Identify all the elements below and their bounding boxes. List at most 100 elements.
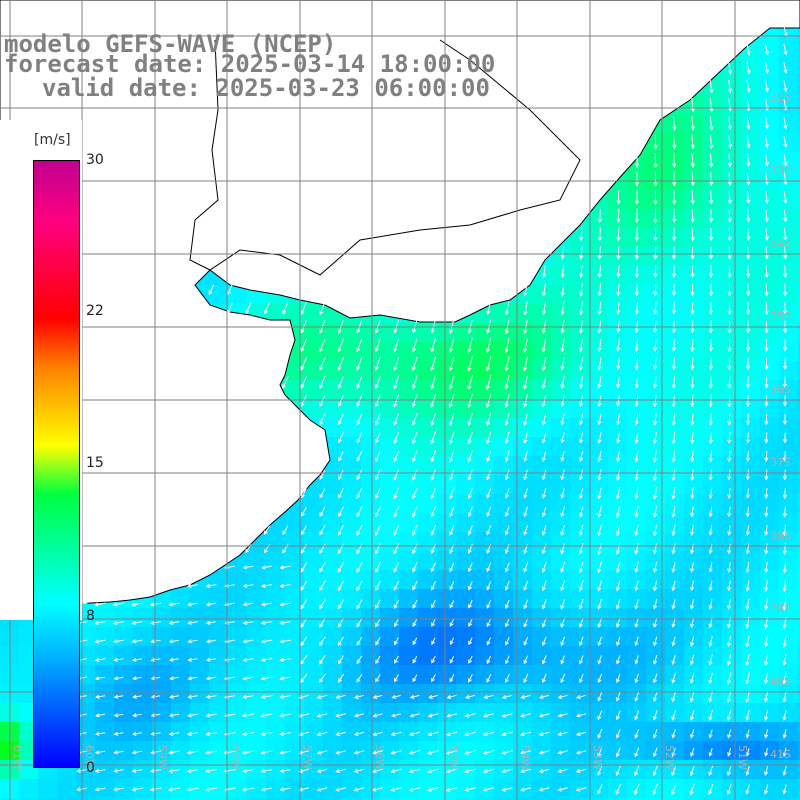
wind-speed-cell (646, 627, 666, 647)
wind-arrow (449, 618, 455, 627)
wind-speed-cell (494, 570, 514, 590)
wind-arrow (541, 636, 547, 647)
wind-arrow (319, 488, 326, 499)
wind-speed-cell (171, 627, 191, 647)
wind-speed-cell (418, 570, 438, 590)
wind-speed-cell (209, 741, 229, 761)
wind-arrow (523, 356, 528, 372)
wind-arrow (467, 525, 473, 536)
wind-speed-cell (741, 551, 761, 571)
wind-arrow (430, 338, 436, 353)
wind-speed-cell (608, 494, 628, 514)
wind-arrow (579, 246, 584, 260)
wind-arrow (242, 639, 254, 644)
wind-arrow (745, 413, 750, 426)
wind-speed-cell (228, 722, 248, 742)
longitude-label: 52W (663, 745, 676, 770)
wind-speed-cell (760, 608, 780, 628)
wind-speed-cell (779, 684, 799, 704)
wind-speed-cell (418, 722, 438, 742)
wind-speed-cell (570, 608, 590, 628)
wind-arrow (393, 506, 400, 518)
wind-speed-cell (475, 798, 495, 800)
wind-speed-cell (399, 532, 419, 552)
wind-arrow (504, 599, 510, 610)
wind-arrow (372, 768, 384, 774)
wind-speed-cell (779, 418, 799, 438)
wind-arrow (764, 154, 769, 167)
wind-arrow (763, 765, 769, 776)
wind-arrow (464, 694, 476, 700)
wind-arrow (653, 376, 658, 389)
wind-speed-cell (399, 361, 419, 381)
wind-speed-cell (342, 323, 362, 343)
wind-speed-cell (646, 437, 666, 457)
wind-speed-cell (627, 532, 647, 552)
wind-speed-cell (76, 646, 96, 666)
wind-speed-cell (684, 475, 704, 495)
wind-speed-cell (665, 456, 685, 476)
wind-speed-cell (209, 722, 229, 742)
wind-arrow (409, 694, 420, 699)
wind-speed-cell (627, 798, 647, 800)
wind-speed-cell (513, 380, 533, 400)
wind-arrow (727, 562, 732, 573)
wind-speed-cell (418, 703, 438, 723)
wind-arrow (616, 264, 621, 279)
wind-arrow (575, 750, 587, 755)
wind-arrow (560, 487, 565, 499)
wind-arrow (783, 191, 788, 204)
wind-arrow (727, 153, 732, 168)
wind-speed-cell (323, 570, 343, 590)
wind-speed-cell (703, 418, 723, 438)
wind-arrow (708, 691, 713, 703)
wind-arrow (131, 750, 143, 755)
wind-arrow (726, 765, 732, 777)
wind-speed-cell (532, 456, 552, 476)
wind-speed-cell (19, 779, 39, 799)
wind-arrow (504, 543, 510, 555)
wind-speed-cell (646, 380, 666, 400)
wind-arrow (597, 339, 602, 352)
wind-speed-cell (190, 798, 210, 800)
wind-speed-cell (456, 798, 476, 800)
wind-arrow (708, 543, 713, 555)
wind-arrow (394, 655, 399, 664)
wind-arrow (150, 620, 161, 625)
wind-speed-cell (323, 399, 343, 419)
wind-arrow (279, 583, 291, 588)
wind-speed-cell (494, 741, 514, 761)
wind-arrow (205, 620, 217, 625)
wind-arrow (671, 431, 676, 445)
wind-arrow (356, 655, 363, 665)
wind-arrow (187, 602, 198, 607)
wind-arrow (690, 413, 695, 426)
wind-arrow (300, 338, 308, 353)
wind-speed-cell (589, 627, 609, 647)
wind-speed-cell (152, 627, 172, 647)
wind-speed-cell (437, 741, 457, 761)
wind-speed-cell (437, 798, 457, 800)
wind-arrow (597, 729, 603, 739)
wind-speed-cell (456, 722, 476, 742)
wind-speed-cell (513, 551, 533, 571)
wind-speed-cell (532, 665, 552, 685)
wind-speed-cell (684, 266, 704, 286)
wind-speed-cell (475, 437, 495, 457)
wind-speed-cell (551, 627, 571, 647)
latitude-label: 33S (770, 164, 791, 177)
wind-arrow (746, 135, 751, 149)
latitude-label: 40S (770, 675, 791, 688)
wind-arrow (430, 562, 436, 573)
wind-arrow (449, 543, 455, 555)
wind-arrow (150, 750, 161, 755)
wind-arrow (764, 61, 770, 75)
wind-speed-cell (456, 437, 476, 457)
wind-arrow (652, 710, 658, 721)
wind-speed-cell (399, 475, 419, 495)
wind-arrow (782, 339, 788, 352)
wind-speed-cell (684, 779, 704, 799)
wind-speed-cell (741, 380, 761, 400)
wind-speed-cell (741, 323, 761, 343)
wind-speed-cell (323, 779, 343, 799)
